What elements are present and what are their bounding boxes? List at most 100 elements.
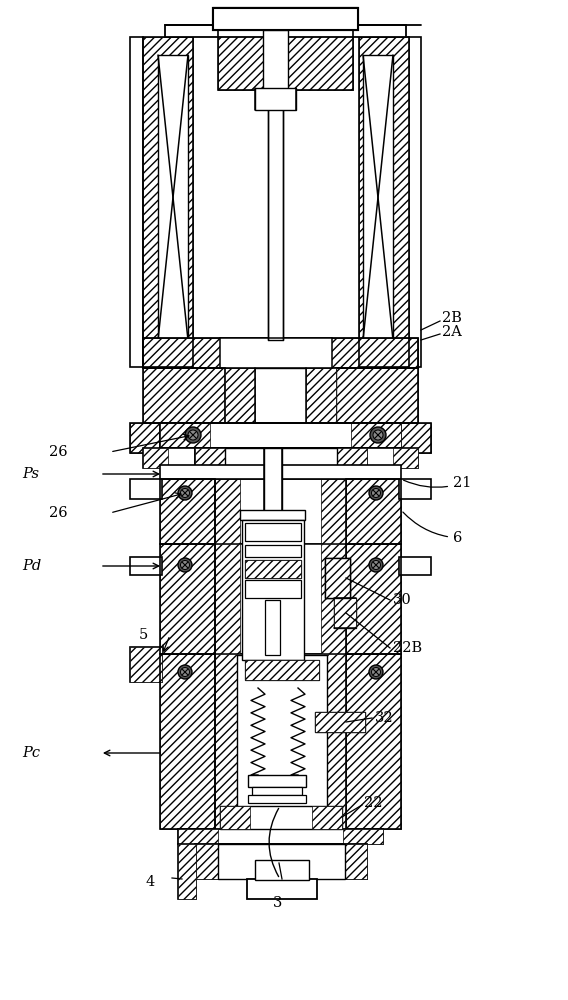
Bar xyxy=(215,544,240,654)
Bar xyxy=(248,795,306,803)
Circle shape xyxy=(178,558,192,572)
Bar xyxy=(245,560,301,578)
Bar xyxy=(343,829,383,844)
Bar xyxy=(325,558,350,598)
Circle shape xyxy=(178,486,192,500)
Text: 26: 26 xyxy=(49,506,68,520)
Circle shape xyxy=(370,427,386,443)
Bar xyxy=(195,844,230,879)
Bar xyxy=(218,30,353,90)
Bar xyxy=(321,544,346,654)
Bar xyxy=(245,660,319,680)
Bar xyxy=(315,712,365,732)
Bar xyxy=(160,479,215,544)
Bar xyxy=(399,557,431,575)
Bar xyxy=(245,660,319,680)
Bar xyxy=(264,448,282,538)
Bar xyxy=(306,368,336,423)
Circle shape xyxy=(371,668,381,676)
Bar xyxy=(143,37,193,367)
Bar xyxy=(325,558,350,598)
Text: 2A: 2A xyxy=(442,325,462,339)
Bar xyxy=(363,55,393,340)
Bar xyxy=(242,520,304,660)
Bar xyxy=(245,523,301,541)
Bar xyxy=(346,479,401,544)
Bar xyxy=(408,37,421,367)
Bar xyxy=(158,55,188,340)
Bar xyxy=(215,654,346,829)
Bar xyxy=(143,338,418,368)
Bar xyxy=(215,479,240,544)
Bar xyxy=(178,844,196,899)
Bar xyxy=(265,600,280,655)
Text: 5: 5 xyxy=(139,628,148,642)
Bar xyxy=(346,479,401,544)
Circle shape xyxy=(185,427,201,443)
Bar xyxy=(401,423,431,453)
Bar xyxy=(337,448,367,468)
Bar xyxy=(130,647,162,682)
Text: 30: 30 xyxy=(393,593,412,607)
Text: 2B: 2B xyxy=(442,311,462,325)
Bar xyxy=(160,423,401,448)
Bar xyxy=(268,90,283,340)
Bar xyxy=(215,479,346,544)
Circle shape xyxy=(188,430,198,440)
Text: 32: 32 xyxy=(375,711,394,725)
Bar xyxy=(263,30,288,90)
Circle shape xyxy=(181,488,190,497)
Bar xyxy=(255,88,296,110)
Bar xyxy=(218,844,345,879)
Bar xyxy=(143,448,168,468)
Bar xyxy=(160,654,215,829)
Bar xyxy=(324,654,346,829)
Bar xyxy=(160,479,215,544)
Bar xyxy=(321,479,346,544)
Bar xyxy=(359,37,409,367)
Bar xyxy=(359,37,409,367)
Bar xyxy=(143,37,193,367)
Text: 21: 21 xyxy=(403,476,471,490)
Bar xyxy=(195,448,367,468)
Bar xyxy=(312,806,342,829)
Bar xyxy=(255,860,309,880)
Bar xyxy=(252,787,302,795)
Bar xyxy=(315,712,365,732)
Bar xyxy=(237,655,327,820)
Bar xyxy=(351,423,401,448)
Bar xyxy=(220,806,342,829)
Bar xyxy=(215,654,237,829)
Bar xyxy=(346,654,401,829)
Bar xyxy=(248,775,306,787)
Bar xyxy=(195,448,225,468)
Text: Ps: Ps xyxy=(22,467,39,481)
Circle shape xyxy=(369,665,383,679)
Bar xyxy=(143,448,195,468)
Bar xyxy=(245,580,301,598)
Bar xyxy=(225,368,336,423)
Text: Pd: Pd xyxy=(22,559,41,573)
Bar xyxy=(247,879,317,899)
Bar xyxy=(165,25,406,37)
Bar xyxy=(178,844,196,899)
Circle shape xyxy=(181,668,190,676)
Circle shape xyxy=(181,560,190,570)
Text: 26: 26 xyxy=(49,445,68,459)
Bar xyxy=(225,448,337,468)
Bar xyxy=(160,654,215,829)
Bar xyxy=(160,465,401,479)
Bar xyxy=(130,647,162,682)
Bar xyxy=(220,338,332,368)
Bar xyxy=(245,560,301,578)
Bar xyxy=(143,338,418,368)
Bar xyxy=(195,844,367,879)
Bar xyxy=(399,479,431,499)
Circle shape xyxy=(369,486,383,500)
Text: 4: 4 xyxy=(146,875,155,889)
Text: 6: 6 xyxy=(403,512,462,545)
Bar xyxy=(346,654,401,829)
Circle shape xyxy=(371,488,381,497)
Bar xyxy=(346,544,401,654)
Bar xyxy=(130,37,143,367)
